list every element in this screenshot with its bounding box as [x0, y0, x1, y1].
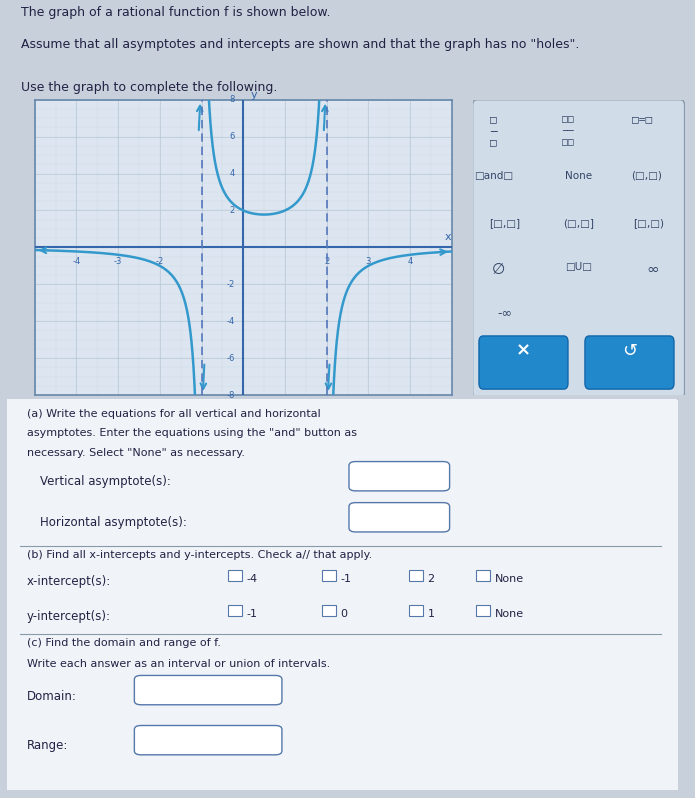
Text: [□,□): [□,□): [633, 218, 664, 228]
Text: The graph of a rational function f is shown below.: The graph of a rational function f is sh…: [21, 6, 330, 19]
Text: 2: 2: [324, 257, 329, 266]
Text: Vertical asymptote(s):: Vertical asymptote(s):: [40, 476, 172, 488]
Text: -3: -3: [114, 257, 122, 266]
Text: 1: 1: [427, 609, 434, 619]
Text: (a) Write the equations for all vertical and horizontal: (a) Write the equations for all vertical…: [27, 409, 321, 419]
Bar: [409, 570, 423, 581]
Text: Range:: Range:: [27, 739, 68, 753]
Text: (□,□): (□,□): [631, 171, 662, 180]
Text: Write each answer as an interval or union of intervals.: Write each answer as an interval or unio…: [27, 659, 330, 669]
Text: 2: 2: [229, 206, 235, 215]
Text: None: None: [565, 171, 592, 180]
Text: 8: 8: [229, 95, 235, 105]
Text: [□,□]: [□,□]: [489, 218, 520, 228]
Text: □and□: □and□: [474, 171, 514, 180]
Text: asymptotes. Enter the equations using the "and" button as: asymptotes. Enter the equations using th…: [27, 429, 357, 438]
FancyBboxPatch shape: [134, 725, 282, 755]
Text: 6: 6: [229, 132, 235, 141]
Text: -8: -8: [227, 390, 235, 400]
Bar: [228, 605, 242, 616]
FancyBboxPatch shape: [473, 100, 685, 398]
Text: ×: ×: [516, 342, 531, 360]
Text: (b) Find all x-intercepts and y-intercepts. Check a// that apply.: (b) Find all x-intercepts and y-intercep…: [27, 550, 373, 559]
Bar: [322, 570, 336, 581]
Bar: [409, 605, 423, 616]
Text: x-intercept(s):: x-intercept(s):: [27, 575, 111, 588]
FancyBboxPatch shape: [585, 336, 674, 389]
FancyBboxPatch shape: [349, 461, 450, 491]
Text: □
─
□: □ ─ □: [491, 115, 497, 148]
FancyBboxPatch shape: [479, 336, 568, 389]
Bar: [476, 570, 490, 581]
FancyBboxPatch shape: [134, 675, 282, 705]
Text: 2: 2: [427, 574, 434, 584]
Bar: [476, 605, 490, 616]
Bar: [322, 605, 336, 616]
FancyBboxPatch shape: [349, 503, 450, 532]
Text: Assume that all asymptotes and intercepts are shown and that the graph has no "h: Assume that all asymptotes and intercept…: [21, 38, 579, 50]
Text: ∅: ∅: [491, 263, 505, 277]
Text: -4: -4: [247, 574, 258, 584]
Text: -2: -2: [156, 257, 164, 266]
Text: 4: 4: [407, 257, 413, 266]
FancyBboxPatch shape: [3, 398, 680, 792]
Text: necessary. Select "None" as necessary.: necessary. Select "None" as necessary.: [27, 448, 245, 458]
Text: -4: -4: [227, 317, 235, 326]
Text: -1: -1: [247, 609, 257, 619]
Text: □=□: □=□: [632, 115, 653, 124]
Text: ↺: ↺: [622, 342, 637, 360]
Text: -∞: -∞: [497, 306, 512, 319]
Text: 4: 4: [229, 169, 235, 178]
Text: Use the graph to complete the following.: Use the graph to complete the following.: [21, 81, 277, 93]
Text: ∞: ∞: [646, 263, 659, 277]
Text: Domain:: Domain:: [27, 690, 77, 703]
Text: Horizontal asymptote(s):: Horizontal asymptote(s):: [40, 516, 188, 529]
Text: -2: -2: [227, 280, 235, 289]
Text: -4: -4: [72, 257, 81, 266]
Text: □U□: □U□: [565, 263, 592, 272]
Text: -6: -6: [227, 354, 235, 362]
Text: (□,□]: (□,□]: [563, 218, 594, 228]
Text: x: x: [444, 232, 451, 242]
Text: 3: 3: [366, 257, 371, 266]
Bar: [228, 570, 242, 581]
Text: None: None: [495, 609, 523, 619]
Text: y-intercept(s):: y-intercept(s):: [27, 610, 111, 623]
Text: None: None: [495, 574, 523, 584]
Text: -1: -1: [341, 574, 351, 584]
Text: y: y: [250, 90, 257, 100]
Text: □□
──
□□: □□ ── □□: [562, 115, 574, 148]
Text: (c) Find the domain and range of f.: (c) Find the domain and range of f.: [27, 638, 221, 647]
Text: 0: 0: [341, 609, 348, 619]
